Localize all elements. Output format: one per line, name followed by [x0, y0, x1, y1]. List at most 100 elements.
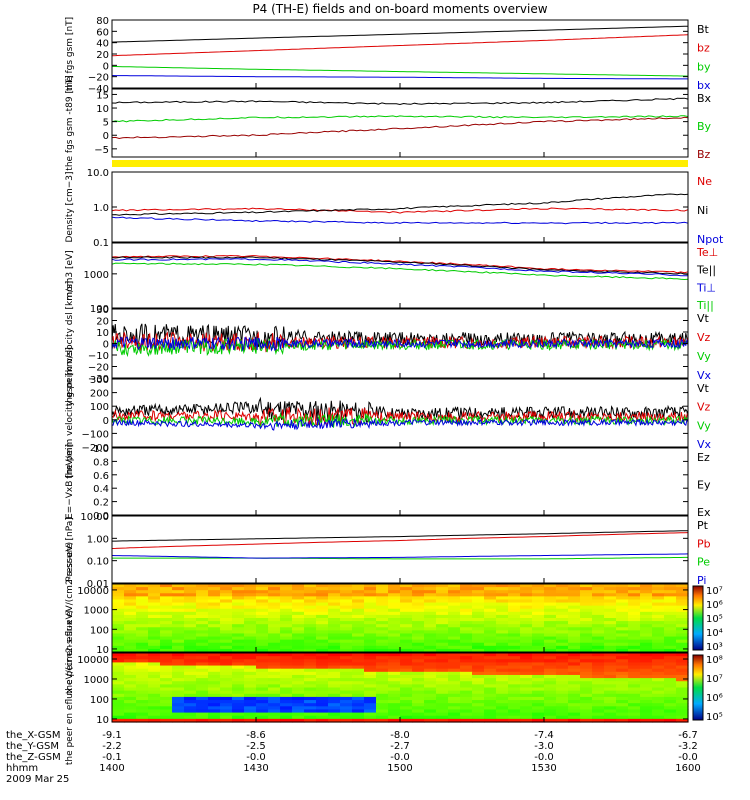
heatmap-cell	[340, 687, 353, 692]
heatmap-cell	[280, 602, 293, 607]
heatmap-cell	[472, 587, 485, 591]
heatmap-cell	[496, 590, 509, 594]
heatmap-cell	[208, 624, 221, 628]
heatmap-cell	[232, 587, 245, 591]
heatmap-cell	[340, 671, 353, 676]
legend-Pt: Pt	[697, 519, 709, 532]
heatmap-cell	[436, 587, 449, 591]
heatmap-cell	[532, 662, 545, 667]
heatmap-cell	[460, 614, 473, 619]
heatmap-cell	[616, 596, 629, 601]
heatmap-cell	[172, 614, 185, 619]
heatmap-cell	[676, 656, 689, 660]
heatmap-cell	[616, 709, 629, 714]
heatmap-cell	[196, 656, 209, 660]
heatmap-cell	[208, 681, 221, 685]
heatmap-cell	[664, 642, 677, 647]
heatmap-cell	[172, 653, 185, 657]
heatmap-cell	[532, 678, 545, 682]
heatmap-cell	[316, 587, 329, 591]
heatmap-cell	[124, 630, 137, 635]
heatmap-cell	[472, 608, 485, 613]
y-tick-label: 100	[90, 695, 109, 706]
heatmap-cell	[556, 668, 569, 673]
heatmap-cell	[400, 599, 413, 604]
heatmap-cell	[592, 653, 605, 657]
heatmap-cell	[268, 712, 281, 717]
heatmap-cell	[184, 584, 197, 588]
heatmap-cell	[664, 648, 677, 653]
heatmap-cell	[244, 624, 257, 628]
heatmap-cell	[532, 599, 545, 604]
heatmap-cell	[496, 681, 509, 685]
heatmap-cell	[388, 614, 401, 619]
y-tick-label: 0.10	[87, 557, 109, 568]
heatmap-cell	[412, 700, 425, 704]
heatmap-cell	[208, 703, 221, 707]
heatmap-cell	[256, 718, 269, 723]
heatmap-cell	[424, 693, 437, 698]
heatmap-cell	[568, 627, 581, 631]
heatmap-cell	[304, 584, 317, 588]
heatmap-cell	[556, 648, 569, 653]
heatmap-cell	[328, 653, 341, 657]
heatmap-cell	[400, 605, 413, 610]
heatmap-cell	[160, 584, 173, 588]
heatmap-cell	[436, 642, 449, 647]
heatmap-cell	[532, 596, 545, 601]
heatmap-cell	[652, 706, 665, 711]
heatmap-cell	[472, 593, 485, 597]
heatmap-cell	[640, 587, 653, 591]
heatmap-cell	[124, 648, 137, 653]
heatmap-cell	[544, 662, 557, 667]
heatmap-cell	[628, 706, 641, 711]
heatmap-cell	[592, 718, 605, 723]
heatmap-cell	[664, 605, 677, 610]
heatmap-cell	[400, 627, 413, 631]
colorbar-tick: 10⁴	[706, 628, 723, 639]
heatmap-cell	[412, 618, 425, 622]
heatmap-cell	[196, 678, 209, 682]
heatmap-cell	[436, 656, 449, 660]
heatmap-cell	[532, 674, 545, 679]
heatmap-cell	[592, 656, 605, 660]
heatmap-cell	[520, 703, 533, 707]
heatmap-cell	[412, 681, 425, 685]
heatmap-cell	[496, 696, 509, 701]
heatmap-cell	[184, 693, 197, 698]
heatmap-cell	[460, 630, 473, 635]
heatmap-cell	[340, 678, 353, 682]
heatmap-cell	[196, 715, 209, 720]
heatmap-cell	[268, 662, 281, 667]
heatmap-cell	[448, 590, 461, 594]
heatmap-cell	[400, 645, 413, 650]
bottom-row-value: -0.0	[534, 752, 554, 763]
heatmap-cell	[364, 706, 377, 711]
colorbar-tick: 10⁵	[706, 712, 723, 723]
heatmap-cell	[124, 584, 137, 588]
heatmap-cell	[220, 584, 233, 588]
heatmap-cell	[304, 630, 317, 635]
heatmap-cell	[196, 630, 209, 635]
heatmap-cell	[628, 605, 641, 610]
heatmap-cell	[388, 700, 401, 704]
heatmap-cell	[556, 674, 569, 679]
heatmap-cell	[268, 599, 281, 604]
heatmap-cell	[628, 674, 641, 679]
heatmap-cell	[340, 633, 353, 638]
heatmap-cell	[484, 715, 497, 720]
heatmap-cell	[400, 709, 413, 714]
heatmap-cell	[616, 636, 629, 641]
heatmap-cell	[448, 706, 461, 711]
heatmap-cell	[496, 712, 509, 717]
heatmap-cell	[388, 639, 401, 644]
heatmap-cell	[148, 611, 161, 616]
heatmap-cell	[256, 593, 269, 597]
heatmap-cell	[436, 621, 449, 625]
heatmap-cell	[508, 712, 521, 717]
heatmap-cell	[232, 611, 245, 616]
heatmap-cell	[448, 687, 461, 692]
heatmap-cell	[388, 681, 401, 685]
heatmap-cell	[136, 596, 149, 601]
legend-Vt: Vt	[697, 312, 710, 325]
